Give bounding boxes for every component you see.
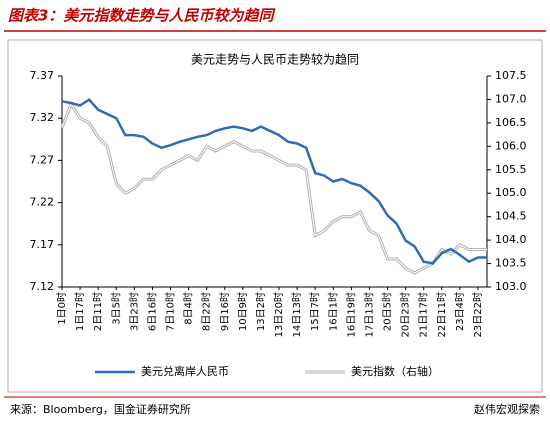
y2-tick-label: 106.0 — [495, 139, 527, 152]
y-tick-label: 7.37 — [30, 69, 55, 82]
y2-tick-label: 103.5 — [495, 257, 527, 270]
legend-label: 美元兑离岸人民币 — [141, 364, 229, 378]
series-line — [61, 97, 487, 265]
x-tick-label: 23日4时 — [454, 292, 466, 331]
x-tick-label: 2日11时 — [92, 292, 104, 331]
y2-tick-label: 105.0 — [495, 186, 527, 199]
x-tick-label: 9日16时 — [219, 292, 231, 331]
x-tick-label: 15日7时 — [309, 292, 321, 331]
x-tick-label: 21日17时 — [418, 292, 430, 337]
y2-tick-label: 103.0 — [495, 280, 527, 293]
x-tick-label: 16日1时 — [327, 292, 339, 331]
x-tick-label: 20日23时 — [400, 292, 412, 337]
x-tick-label: 6日16时 — [146, 292, 158, 331]
y-tick-label: 7.27 — [30, 153, 55, 166]
x-tick-label: 20日5时 — [382, 292, 394, 331]
x-tick-label: 1日17时 — [74, 292, 86, 331]
source: 来源：Bloomberg，国金证券研究所 — [10, 402, 191, 416]
chart-title: 美元走势与人民币走势较为趋同 — [191, 52, 359, 67]
y-tick-label: 7.32 — [30, 111, 55, 124]
series-line-inner — [61, 103, 487, 274]
x-tick-label: 13日2时 — [255, 292, 267, 331]
frame — [7, 39, 543, 393]
x-tick-label: 14日13时 — [291, 292, 303, 337]
x-tick-label: 3日5时 — [110, 292, 122, 325]
y2-tick-label: 107.0 — [495, 92, 527, 105]
y-tick-label: 7.22 — [30, 196, 55, 209]
x-tick-label: 17日13时 — [363, 292, 375, 337]
x-tick-label: 1日0时 — [56, 292, 68, 325]
y-tick-label: 7.17 — [30, 238, 55, 251]
y2-tick-label: 105.5 — [495, 163, 527, 176]
y2-tick-label: 107.5 — [495, 69, 527, 82]
y2-tick-label: 104.0 — [495, 233, 527, 246]
x-tick-label: 13日20时 — [273, 292, 285, 337]
watermark: 赵伟宏观探索 — [474, 402, 540, 416]
x-tick-label: 7日10时 — [165, 292, 177, 331]
series-line — [60, 100, 487, 275]
y2-tick-label: 104.5 — [495, 210, 527, 223]
x-tick-label: 16日19时 — [345, 292, 357, 337]
x-tick-label: 8日22时 — [201, 292, 213, 331]
legend-label: 美元指数（右轴） — [351, 364, 439, 378]
x-tick-label: 3日23时 — [128, 292, 140, 331]
x-tick-label: 23日22时 — [472, 292, 484, 337]
y2-tick-label: 106.5 — [495, 116, 527, 129]
header: 图表3：美元指数走势与人民币较为趋同 — [8, 7, 276, 25]
y-tick-label: 7.12 — [30, 280, 55, 293]
x-tick-label: 10日9时 — [237, 292, 249, 331]
x-tick-label: 22日11时 — [436, 292, 448, 337]
x-tick-label: 8日4时 — [183, 292, 195, 325]
